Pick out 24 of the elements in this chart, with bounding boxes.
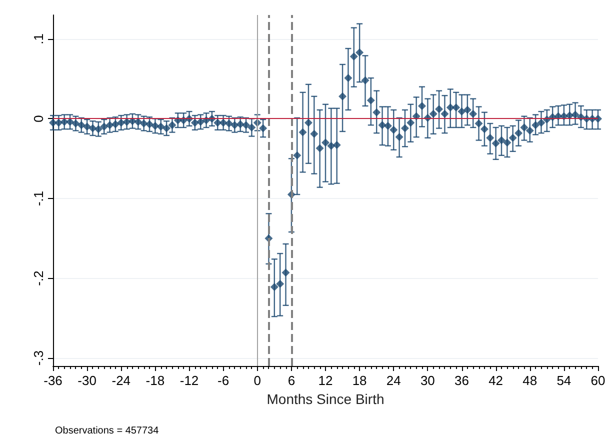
x-tick-label: -24 — [112, 373, 131, 388]
text: Observations = 457734 — [55, 426, 160, 436]
x-tick-label: 6 — [288, 373, 296, 388]
x-tick-label: 12 — [318, 373, 333, 388]
x-tick-label: 30 — [420, 373, 435, 388]
x-tick-label: -30 — [78, 373, 96, 388]
x-axis-title: Months Since Birth — [266, 390, 384, 407]
x-tick-label: -18 — [146, 373, 165, 388]
x-tick-label: 48 — [522, 373, 538, 388]
x-tick-label: 24 — [386, 373, 401, 388]
y-tick-label: -.2 — [31, 270, 46, 286]
y-tick-label: .1 — [31, 34, 46, 44]
x-tick-label: 18 — [352, 373, 367, 388]
x-tick-label: -36 — [44, 373, 62, 388]
x-tick-label: -12 — [180, 373, 199, 388]
x-tick-label: 54 — [556, 373, 572, 388]
x-tick-label: 60 — [590, 373, 606, 388]
y-tick-label: 0 — [31, 115, 46, 122]
x-tick-label: 42 — [488, 373, 504, 388]
x-tick-label: 0 — [254, 373, 261, 388]
y-tick-label: -.3 — [31, 350, 46, 366]
x-tick-label: -6 — [218, 373, 230, 388]
x-tick-label: 36 — [454, 373, 469, 388]
y-tick-label: -.1 — [31, 190, 46, 206]
